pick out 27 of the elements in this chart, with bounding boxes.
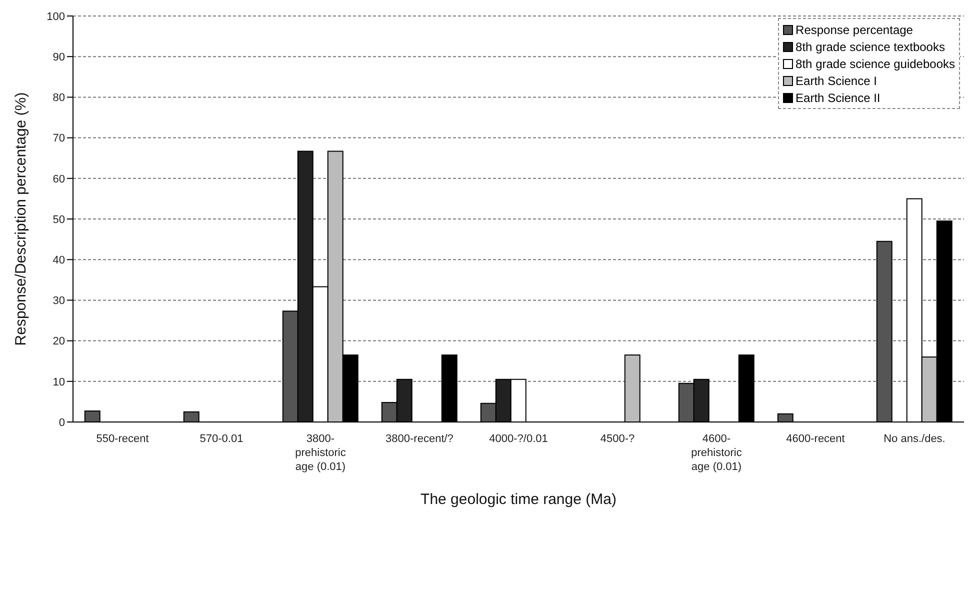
y-tick-label: 100 bbox=[46, 10, 65, 23]
x-tick-label: 4500-? bbox=[600, 433, 635, 445]
x-tick-label: 550-recent bbox=[96, 433, 149, 445]
x-tick-label: 3800-prehistoric age (0.01) bbox=[295, 433, 346, 473]
y-tick-label: 90 bbox=[52, 52, 65, 64]
legend-label: 8th grade science guidebooks bbox=[796, 56, 955, 70]
y-tick-label: 80 bbox=[52, 92, 65, 104]
x-tick-label: 570-0.01 bbox=[200, 433, 244, 445]
x-tick-label: 4600-prehistoric age (0.01) bbox=[691, 433, 742, 473]
x-tick-label: 4600-recent bbox=[786, 433, 845, 445]
legend-label: Earth Science I bbox=[796, 74, 877, 88]
legend-label: Response percentage bbox=[796, 22, 913, 36]
y-tick-label: 0 bbox=[58, 416, 65, 429]
y-tick-label: 50 bbox=[52, 214, 65, 226]
x-axis-title: The geologic time range (Ma) bbox=[420, 491, 616, 508]
y-axis-title: Response/Description percentage (%) bbox=[12, 92, 30, 346]
legend-label: Earth Science II bbox=[796, 90, 880, 104]
x-tick-label: No ans./des. bbox=[884, 433, 946, 445]
y-tick-label: 10 bbox=[52, 376, 65, 388]
y-tick-label: 40 bbox=[52, 254, 65, 267]
y-tick-label: 30 bbox=[52, 295, 65, 308]
y-tick-label: 70 bbox=[52, 132, 65, 145]
legend-label: 8th grade science textbooks bbox=[796, 40, 945, 54]
y-tick-label: 60 bbox=[52, 173, 65, 186]
x-tick-label: 3800-recent/? bbox=[386, 433, 454, 445]
y-tick-label: 20 bbox=[52, 336, 65, 348]
x-tick-label: 4000-?/0.01 bbox=[489, 433, 548, 445]
